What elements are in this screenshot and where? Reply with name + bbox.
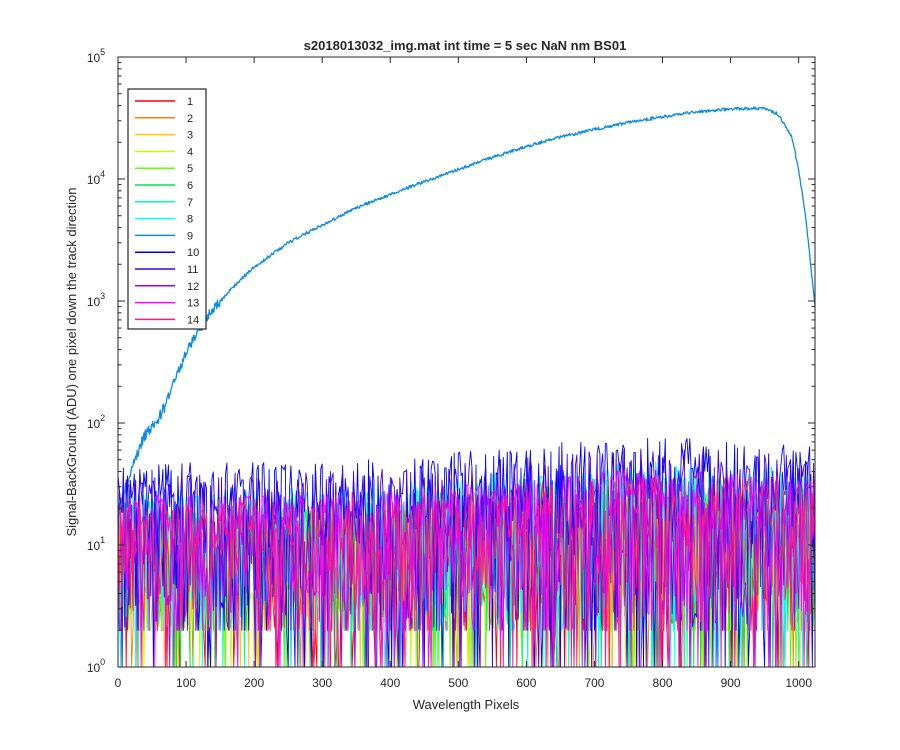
y-tick-exponent: 3 — [100, 291, 105, 301]
y-tick-base: 10 — [87, 417, 101, 431]
x-axis: 0 100 200 300 400 500 600 700 800 900 1000 — [115, 57, 812, 690]
legend-label: 14 — [187, 314, 199, 326]
y-tick-label: 103 — [87, 291, 105, 309]
y-tick-base: 10 — [87, 51, 101, 65]
x-tick-label: 900 — [721, 676, 741, 690]
y-tick-label: 104 — [87, 169, 105, 187]
x-tick-label: 100 — [176, 676, 196, 690]
series-line-11 — [117, 448, 816, 668]
legend-label: 6 — [187, 180, 193, 192]
y-tick-exponent: 4 — [100, 169, 105, 179]
plot-frame — [117, 56, 816, 668]
x-tick-label: 800 — [653, 676, 673, 690]
y-tick-exponent: 1 — [100, 535, 105, 545]
series-layer — [117, 106, 816, 668]
y-tick-base: 10 — [87, 661, 101, 675]
legend-label: 13 — [187, 298, 199, 310]
y-tick-label: 102 — [87, 413, 105, 431]
y-tick-label: 100 — [87, 657, 105, 675]
y-axis-label: Signal-BackGround (ADU) one pixel down t… — [64, 187, 79, 536]
legend-label: 9 — [187, 230, 193, 242]
x-tick-label: 600 — [516, 676, 536, 690]
legend-label: 2 — [187, 113, 193, 125]
x-tick-label: 400 — [380, 676, 400, 690]
y-tick-base: 10 — [87, 295, 101, 309]
x-tick-label: 1000 — [785, 676, 812, 690]
y-tick-exponent: 5 — [100, 47, 105, 57]
legend-label: 8 — [187, 214, 193, 226]
y-tick-label: 105 — [87, 47, 105, 65]
y-tick-base: 10 — [87, 539, 101, 553]
legend-label: 4 — [187, 146, 193, 158]
chart-title: s2018013032_img.mat int time = 5 sec NaN… — [304, 38, 627, 53]
legend-label: 11 — [187, 264, 198, 276]
x-tick-label: 700 — [584, 676, 604, 690]
legend-label: 3 — [187, 130, 193, 142]
legend-label: 10 — [187, 247, 199, 259]
legend-box — [127, 88, 207, 330]
y-tick-exponent: 0 — [100, 657, 105, 667]
legend-label: 12 — [187, 281, 199, 293]
x-tick-label: 500 — [448, 676, 468, 690]
series-line-14 — [117, 474, 816, 668]
y-tick-base: 10 — [87, 173, 101, 187]
x-tick-label: 0 — [115, 676, 122, 690]
plot-area — [117, 57, 816, 668]
y-tick-exponent: 2 — [100, 413, 105, 423]
legend-label: 7 — [187, 197, 193, 209]
series-line-9 — [117, 106, 816, 511]
legend-label: 5 — [187, 163, 193, 175]
x-tick-label: 200 — [244, 676, 264, 690]
y-tick-label: 101 — [87, 535, 105, 553]
x-axis-label: Wavelength Pixels — [413, 697, 520, 712]
x-tick-label: 300 — [312, 676, 332, 690]
legend-label: 1 — [187, 96, 193, 108]
